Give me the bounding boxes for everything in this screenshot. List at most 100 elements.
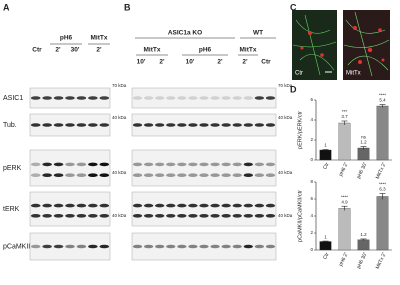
group: WT bbox=[253, 30, 263, 37]
row-label: Tub. bbox=[3, 122, 17, 129]
band bbox=[30, 244, 41, 249]
panel-label: A bbox=[3, 2, 10, 12]
band bbox=[53, 162, 64, 167]
band bbox=[221, 123, 231, 127]
band bbox=[99, 162, 110, 167]
band bbox=[166, 123, 176, 127]
band bbox=[177, 244, 187, 249]
band bbox=[53, 203, 64, 208]
marker: 40 kDa bbox=[112, 170, 127, 175]
y-tick-label: 0 bbox=[310, 157, 313, 162]
band bbox=[76, 96, 87, 100]
marker: 70 kDa bbox=[112, 83, 127, 88]
micrograph bbox=[292, 10, 337, 80]
y-tick-label: 2 bbox=[310, 230, 313, 235]
band bbox=[42, 96, 52, 100]
band bbox=[99, 96, 110, 100]
band bbox=[210, 214, 220, 218]
row-label: pCaMKII bbox=[3, 243, 30, 250]
caption: Ctr bbox=[295, 71, 303, 77]
y-tick-label: 0 bbox=[310, 247, 313, 252]
band bbox=[88, 162, 98, 167]
band bbox=[65, 244, 75, 249]
band bbox=[221, 173, 231, 177]
band bbox=[132, 96, 143, 100]
band bbox=[199, 162, 209, 167]
time: 10' bbox=[137, 59, 146, 66]
band bbox=[232, 173, 242, 177]
band bbox=[88, 96, 98, 100]
treatment: pH6 bbox=[60, 35, 73, 42]
band bbox=[65, 162, 75, 167]
band bbox=[53, 244, 64, 249]
band bbox=[76, 173, 87, 177]
band bbox=[199, 244, 209, 249]
band bbox=[265, 214, 276, 218]
band bbox=[210, 203, 220, 208]
band bbox=[143, 123, 154, 127]
time: 10' bbox=[186, 59, 195, 66]
marker: 40 kDa bbox=[278, 115, 293, 120]
band bbox=[221, 244, 231, 249]
band bbox=[254, 96, 265, 100]
band bbox=[210, 162, 220, 167]
blot bbox=[131, 149, 277, 187]
band bbox=[221, 214, 231, 218]
band bbox=[221, 203, 231, 208]
band bbox=[210, 244, 220, 249]
panel-label: C bbox=[290, 2, 297, 12]
x-tick-label: pH6 2' bbox=[338, 162, 349, 178]
band bbox=[155, 203, 165, 208]
value-label: 5.4 bbox=[379, 98, 386, 103]
band bbox=[76, 244, 87, 249]
band bbox=[30, 162, 41, 167]
band bbox=[177, 214, 187, 218]
time: 2' bbox=[96, 47, 102, 54]
value-label: 6.3 bbox=[379, 187, 386, 192]
band bbox=[88, 244, 98, 249]
band bbox=[88, 173, 98, 177]
x-tick-label: pH6 2' bbox=[338, 252, 349, 268]
band bbox=[166, 203, 176, 208]
bar bbox=[357, 239, 370, 251]
marker: 40 kDa bbox=[112, 213, 127, 218]
band bbox=[42, 123, 52, 127]
bar bbox=[376, 196, 389, 251]
time: Ctr bbox=[261, 59, 271, 66]
band bbox=[188, 96, 198, 100]
bar bbox=[376, 105, 389, 161]
band bbox=[254, 214, 265, 218]
band bbox=[155, 162, 165, 167]
x-tick-label: Ctr bbox=[322, 162, 330, 171]
band bbox=[210, 96, 220, 100]
x-tick-label: Ctr bbox=[322, 252, 330, 261]
band bbox=[199, 173, 209, 177]
blot bbox=[131, 191, 277, 227]
x-tick-label: pH6 30' bbox=[356, 162, 369, 180]
band bbox=[88, 203, 98, 208]
band bbox=[42, 244, 52, 249]
significance: **** bbox=[341, 194, 348, 199]
band bbox=[265, 162, 276, 167]
band bbox=[188, 214, 198, 218]
band bbox=[99, 214, 110, 218]
band bbox=[143, 203, 154, 208]
y-tick-label: 8 bbox=[310, 179, 313, 184]
band bbox=[30, 96, 41, 100]
y-axis-label: pCaMKII/pCaMKII/ctr bbox=[297, 190, 303, 242]
band bbox=[65, 96, 75, 100]
band bbox=[132, 244, 143, 249]
bar bbox=[319, 241, 332, 251]
time: 2' bbox=[242, 59, 248, 66]
treatment: Ctr bbox=[32, 47, 42, 54]
band bbox=[254, 123, 265, 127]
band bbox=[232, 203, 242, 208]
band bbox=[232, 96, 242, 100]
band bbox=[30, 203, 41, 208]
band bbox=[243, 96, 253, 100]
band bbox=[88, 214, 98, 218]
treatment: pH6 bbox=[199, 47, 212, 54]
band bbox=[188, 123, 198, 127]
band bbox=[177, 162, 187, 167]
band bbox=[177, 123, 187, 127]
